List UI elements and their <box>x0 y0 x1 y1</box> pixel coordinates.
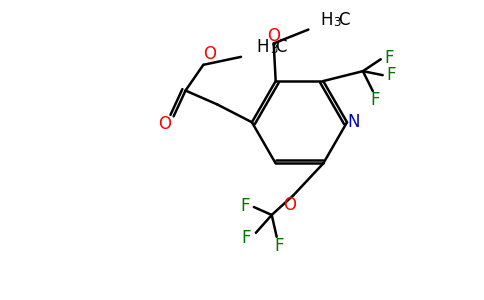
Text: F: F <box>387 66 396 84</box>
Text: C: C <box>275 38 286 56</box>
Text: 3: 3 <box>270 44 277 56</box>
Text: O: O <box>158 115 171 133</box>
Text: C: C <box>338 11 349 28</box>
Text: H: H <box>257 38 269 56</box>
Text: N: N <box>348 113 360 131</box>
Text: O: O <box>267 26 280 44</box>
Text: F: F <box>370 91 379 109</box>
Text: O: O <box>283 196 296 214</box>
Text: F: F <box>240 197 250 215</box>
Text: H: H <box>320 11 333 28</box>
Text: F: F <box>274 237 284 255</box>
Text: 3: 3 <box>333 16 341 29</box>
Text: F: F <box>241 229 251 247</box>
Text: F: F <box>385 49 394 67</box>
Text: O: O <box>203 45 216 63</box>
